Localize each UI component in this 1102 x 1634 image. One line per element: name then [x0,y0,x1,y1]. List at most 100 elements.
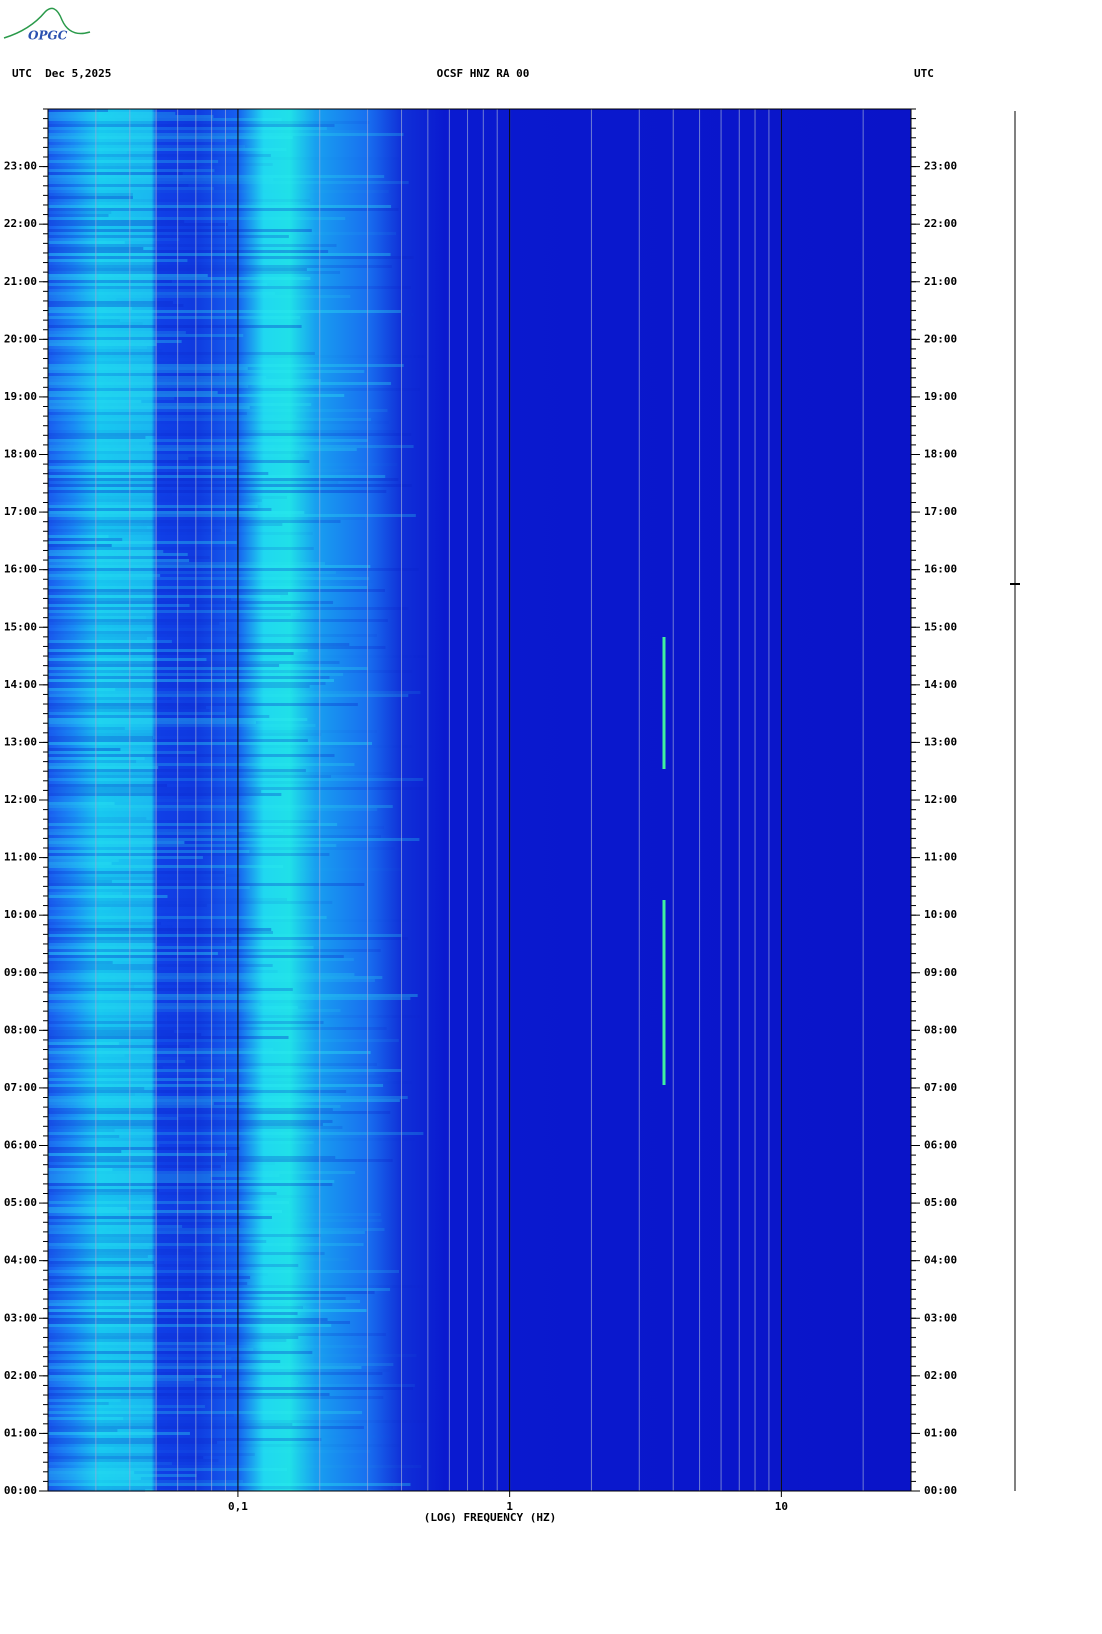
y-tick-label: 23:00 [4,160,37,173]
streak [48,346,148,349]
y-tick-label: 11:00 [924,851,957,864]
streak [48,775,332,778]
streak [48,358,209,361]
streak [48,694,409,697]
streak [48,793,282,796]
streak [48,118,282,121]
streak [48,490,387,493]
y-tick-label: 02:00 [924,1369,957,1382]
streak [48,328,151,331]
streak [48,667,368,670]
streak [48,1192,277,1195]
streak [48,130,367,133]
streak [48,763,355,766]
streak [48,535,109,538]
streak [48,1057,281,1060]
streak [48,790,262,793]
streak [48,280,172,283]
streak [48,1228,385,1231]
y-tick-label: 18:00 [924,448,957,461]
streak [48,691,421,694]
streak [48,1438,322,1441]
streak [48,322,143,325]
streak [48,1207,128,1210]
streak [48,151,127,154]
streak [48,1423,293,1426]
streak [48,1240,267,1243]
streak [48,700,246,703]
streak [48,625,158,628]
streak [48,142,215,145]
streak [48,1243,364,1246]
streak [48,1441,217,1444]
streak [48,1069,402,1072]
y-tick-label: 21:00 [924,275,957,288]
streak [48,250,329,253]
streak [48,1258,349,1261]
streak [48,880,112,883]
streak [48,1003,260,1006]
y-tick-label: 13:00 [4,735,37,748]
streak [48,856,203,859]
streak [48,697,172,700]
streak [48,325,302,328]
streak [48,1339,287,1342]
streak [48,778,424,781]
streak [48,157,399,160]
streak [48,391,218,394]
streak [48,931,274,934]
streak [48,802,115,805]
streak [48,382,392,385]
streak [48,838,420,841]
streak [48,556,210,559]
streak [48,331,186,334]
streak [48,1051,371,1054]
streak [48,1399,121,1402]
streak [48,997,411,1000]
streak [48,985,134,988]
streak [48,184,189,187]
streak [48,145,246,148]
streak [48,868,402,871]
streak [48,1180,335,1183]
streak [48,1222,240,1225]
streak [48,1471,135,1474]
streak [48,523,283,526]
streak [48,1384,415,1387]
streak [48,205,392,208]
streak [48,799,248,802]
streak [48,679,335,682]
streak [48,1204,174,1207]
streak [48,682,326,685]
streak [48,1360,281,1363]
streak [48,946,314,949]
streak [48,736,154,739]
streak [48,124,335,127]
streak [48,1189,159,1192]
streak [48,220,185,223]
streak [48,295,351,298]
streak [48,907,111,910]
y-tick-label: 17:00 [924,505,957,518]
streak [48,457,189,460]
streak [48,712,227,715]
streak [48,586,368,589]
streak [48,1417,124,1420]
streak [48,1312,298,1315]
streak [48,436,146,439]
streak [48,1144,159,1147]
streak [48,781,319,784]
streak [48,1366,362,1369]
streak [48,886,250,889]
streak [48,193,133,196]
streak [48,442,149,445]
y-tick-label: 20:00 [4,332,37,345]
streak [48,1123,323,1126]
streak [48,418,372,421]
streak [48,367,248,370]
streak [48,1483,411,1486]
streak [48,172,183,175]
streak [48,532,313,535]
y-tick-label: 05:00 [4,1196,37,1209]
streak [48,616,146,619]
